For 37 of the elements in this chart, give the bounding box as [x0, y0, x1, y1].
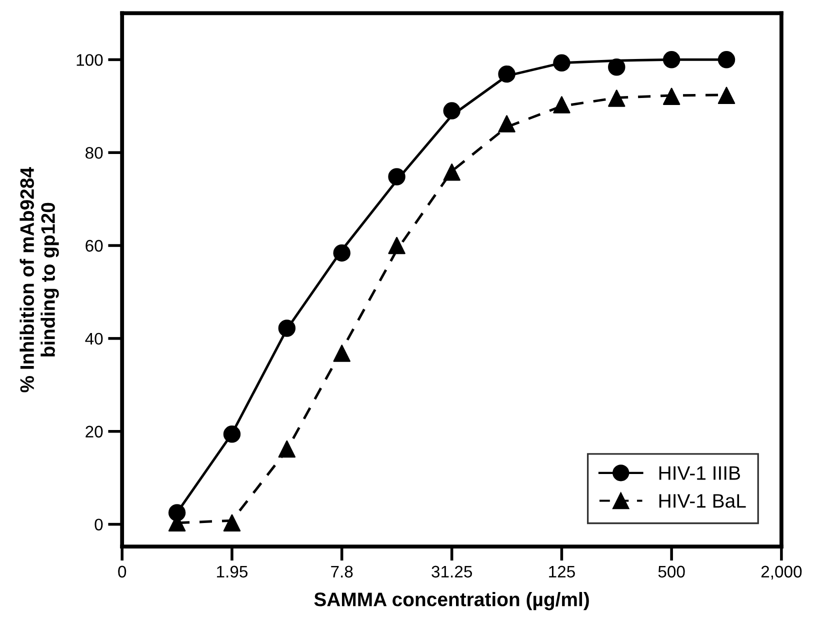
x-tick-label: 125: [549, 566, 575, 578]
point: [278, 320, 296, 337]
point: [278, 440, 296, 458]
point: [443, 102, 460, 120]
point: [388, 236, 406, 254]
y-tick-label: 100: [76, 54, 103, 66]
point: [223, 426, 241, 443]
x-tick-label: 7.8: [331, 566, 353, 578]
y-tick-label: 20: [86, 426, 103, 438]
x-axis-title: SAMMA concentration (µg/ml): [314, 592, 589, 610]
point: [223, 514, 241, 532]
point: [443, 164, 460, 181]
y-tick-label: 60: [86, 240, 103, 252]
point: [333, 244, 350, 262]
legend-label: HIV-1 IIIB: [659, 466, 740, 480]
point: [608, 58, 626, 76]
point: [662, 88, 680, 105]
point: [553, 96, 570, 114]
y-tick-label: 40: [85, 332, 103, 345]
point: [662, 51, 680, 68]
y-tick-label: 0: [94, 518, 103, 530]
point: [608, 90, 626, 107]
x-tick-label: 0: [118, 566, 126, 578]
point: [388, 168, 406, 186]
x-tick-label: 31.25: [432, 566, 472, 578]
y-tick-label: 80: [86, 147, 103, 159]
x-tick-label: 1.95: [217, 566, 248, 578]
point: [333, 344, 350, 362]
legend-label: HIV-1 BaL: [659, 494, 746, 508]
point: [498, 115, 516, 132]
point: [718, 86, 736, 104]
x-tick-label: 2,000: [761, 566, 802, 580]
point: [553, 54, 570, 72]
point: [498, 65, 516, 83]
point: [718, 51, 736, 68]
y-axis-title: % Inhibition of mAb9284 binding to gp120: [20, 167, 59, 392]
x-tick-label: 500: [658, 566, 685, 578]
